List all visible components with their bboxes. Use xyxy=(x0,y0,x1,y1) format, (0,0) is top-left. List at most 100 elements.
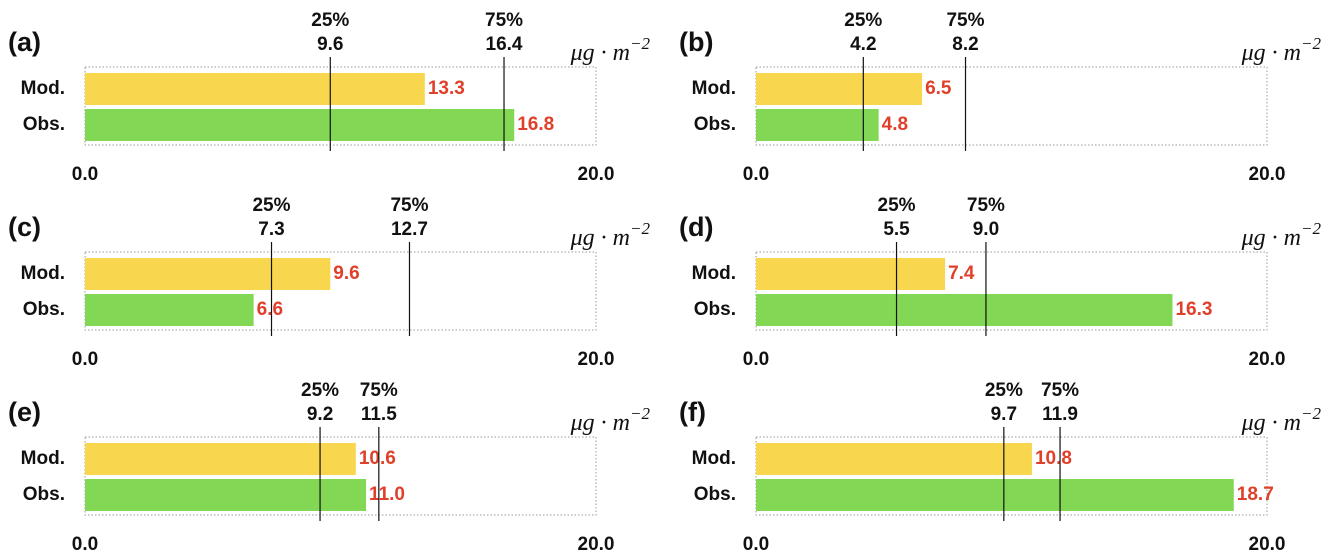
category-label: Mod. xyxy=(692,263,736,284)
percentile-name: 75% xyxy=(485,10,523,31)
panel-label: (f) xyxy=(679,397,706,427)
x-tick-label: 0.0 xyxy=(743,534,769,555)
value-label: 16.3 xyxy=(1175,299,1212,320)
percentile-label: 9.2 xyxy=(307,404,333,425)
bar xyxy=(756,479,1234,511)
unit-exponent: −2 xyxy=(630,219,650,238)
x-tick-label: 20.0 xyxy=(1249,534,1286,555)
unit-exponent: −2 xyxy=(1301,34,1321,53)
bar xyxy=(756,109,879,141)
percentile-name: 75% xyxy=(967,195,1005,216)
percentile-label: 9.7 xyxy=(991,404,1017,425)
unit-base: μg · m xyxy=(1241,410,1301,436)
x-tick-label: 0.0 xyxy=(72,534,98,555)
panel-label: (d) xyxy=(679,212,713,242)
percentile-name: 25% xyxy=(311,10,349,31)
bar xyxy=(756,258,946,290)
percentile-label: 16.4 xyxy=(486,34,523,55)
value-label: 11.0 xyxy=(369,484,405,505)
plot-frame xyxy=(84,66,597,146)
unit-label: μg · m−2 xyxy=(1241,34,1322,66)
plot-frame xyxy=(755,436,1268,516)
percentile-name: 25% xyxy=(301,380,339,401)
x-tick-label: 0.0 xyxy=(743,349,769,370)
bar xyxy=(756,443,1032,475)
panel-label: (c) xyxy=(8,212,41,242)
category-label: Obs. xyxy=(23,114,65,135)
category-label: Obs. xyxy=(694,484,736,505)
unit-label: μg · m−2 xyxy=(1241,219,1322,251)
percentile-name: 25% xyxy=(844,10,882,31)
percentile-label: 12.7 xyxy=(391,219,428,240)
percentile-label: 11.9 xyxy=(1042,404,1078,425)
bar xyxy=(85,479,367,511)
value-label: 6.5 xyxy=(925,78,952,99)
bar xyxy=(85,258,331,290)
value-label: 13.3 xyxy=(428,78,465,99)
x-tick-label: 0.0 xyxy=(72,164,98,185)
bar xyxy=(85,443,356,475)
unit-base: μg · m xyxy=(570,225,630,251)
plot-frame xyxy=(84,251,597,331)
plot-frame xyxy=(755,66,1268,146)
unit-label: μg · m−2 xyxy=(570,219,651,251)
value-label: 10.8 xyxy=(1035,448,1072,469)
panel-label: (a) xyxy=(8,27,41,57)
value-label: 6.6 xyxy=(257,299,283,320)
category-label: Mod. xyxy=(692,78,736,99)
category-label: Mod. xyxy=(21,78,65,99)
percentile-name: 25% xyxy=(985,380,1023,401)
unit-label: μg · m−2 xyxy=(1241,404,1322,436)
x-tick-label: 20.0 xyxy=(1249,164,1286,185)
percentile-name: 25% xyxy=(878,195,916,216)
percentile-name: 75% xyxy=(946,10,984,31)
panel-label: (b) xyxy=(679,27,713,57)
x-tick-label: 0.0 xyxy=(743,164,769,185)
value-label: 4.8 xyxy=(882,114,908,135)
percentile-label: 11.5 xyxy=(361,404,397,425)
category-label: Obs. xyxy=(694,114,736,135)
percentile-label: 4.2 xyxy=(850,34,876,55)
value-label: 10.6 xyxy=(359,448,396,469)
x-tick-label: 20.0 xyxy=(578,534,615,555)
percentile-name: 25% xyxy=(252,195,290,216)
percentile-label: 5.5 xyxy=(883,219,910,240)
value-label: 18.7 xyxy=(1237,484,1274,505)
plot-frame xyxy=(84,436,597,516)
category-label: Mod. xyxy=(21,263,65,284)
category-label: Obs. xyxy=(23,484,65,505)
value-label: 16.8 xyxy=(517,114,554,135)
category-label: Obs. xyxy=(694,299,736,320)
panel-label: (e) xyxy=(8,397,41,427)
percentile-label: 9.6 xyxy=(317,34,343,55)
unit-label: μg · m−2 xyxy=(570,404,651,436)
category-label: Mod. xyxy=(21,448,65,469)
x-tick-label: 20.0 xyxy=(578,164,615,185)
bar xyxy=(85,294,254,326)
bar xyxy=(756,294,1173,326)
unit-exponent: −2 xyxy=(1301,219,1321,238)
unit-base: μg · m xyxy=(570,410,630,436)
percentile-label: 7.3 xyxy=(258,219,284,240)
value-label: 9.6 xyxy=(333,263,359,284)
bar xyxy=(85,109,515,141)
x-tick-label: 20.0 xyxy=(1249,349,1286,370)
x-tick-label: 20.0 xyxy=(578,349,615,370)
plot-frame xyxy=(755,251,1268,331)
x-tick-label: 0.0 xyxy=(72,349,98,370)
percentile-name: 75% xyxy=(390,195,428,216)
percentile-label: 9.0 xyxy=(973,219,999,240)
unit-exponent: −2 xyxy=(630,404,650,423)
value-label: 7.4 xyxy=(948,263,975,284)
unit-base: μg · m xyxy=(1241,225,1301,251)
unit-base: μg · m xyxy=(570,40,630,66)
unit-exponent: −2 xyxy=(1301,404,1321,423)
percentile-name: 75% xyxy=(360,380,398,401)
bar xyxy=(756,73,923,105)
category-label: Obs. xyxy=(23,299,65,320)
percentile-label: 8.2 xyxy=(952,34,978,55)
category-label: Mod. xyxy=(692,448,736,469)
unit-exponent: −2 xyxy=(630,34,650,53)
unit-base: μg · m xyxy=(1241,40,1301,66)
